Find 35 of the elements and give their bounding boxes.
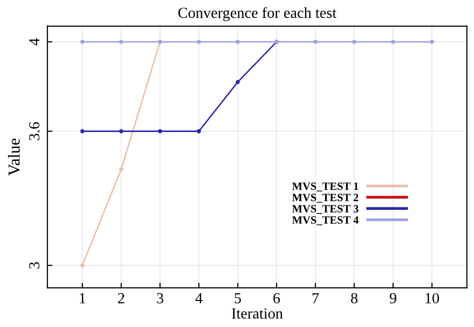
- point: [430, 40, 434, 44]
- x-tick-label: 2: [118, 293, 124, 304]
- x-tick-label: 9: [390, 293, 396, 304]
- x-tick-label: 5: [234, 293, 241, 304]
- point: [119, 129, 124, 134]
- x-axis-title: Iteration: [232, 308, 283, 319]
- point: [80, 40, 84, 44]
- y-axis-title: Value: [8, 138, 20, 176]
- point: [313, 40, 318, 44]
- x-tick-label: 10: [426, 293, 439, 304]
- point: [352, 40, 356, 44]
- legend-label: MVS_TEST 2: [292, 194, 358, 203]
- x-tick-label: 1: [80, 293, 86, 304]
- legend-label: MVS_TEST 4: [292, 216, 359, 226]
- chart-title: Convergence for each test: [178, 7, 336, 22]
- point: [80, 263, 84, 268]
- point: [391, 40, 396, 44]
- x-tick-label: 4: [195, 293, 202, 304]
- point: [119, 167, 124, 172]
- point: [158, 129, 162, 134]
- x-tick-label: 6: [273, 293, 280, 304]
- y-tick-label: 3: [29, 262, 40, 268]
- point: [236, 80, 240, 84]
- legend-label: MVS_TEST 3: [292, 205, 358, 214]
- y-tick-label: 3.6: [29, 122, 40, 140]
- y-tick-label: 4: [29, 38, 40, 46]
- point: [80, 129, 84, 134]
- x-tick-label: 7: [312, 293, 319, 304]
- point: [119, 40, 124, 44]
- point: [196, 129, 201, 134]
- point: [236, 40, 240, 44]
- x-tick-label: 3: [156, 293, 164, 304]
- x-tick-label: 8: [351, 293, 358, 304]
- legend-label: MVS_TEST 1: [292, 182, 358, 192]
- point: [196, 40, 201, 44]
